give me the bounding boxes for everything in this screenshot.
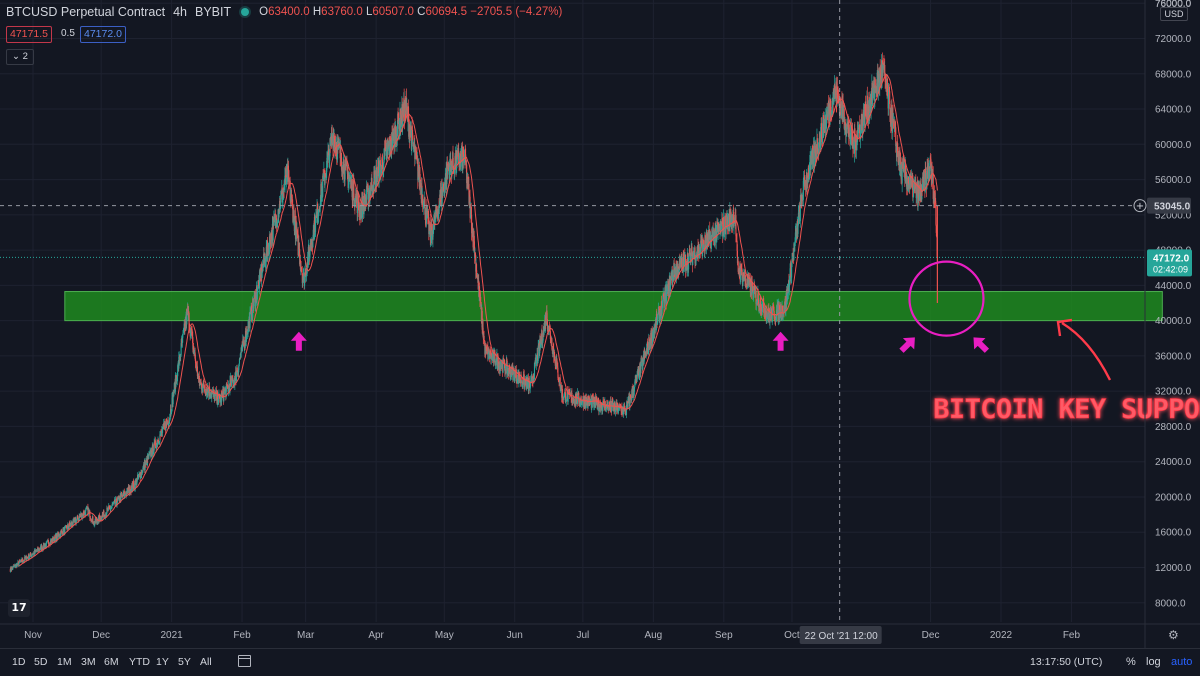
candle-body xyxy=(320,207,321,212)
price-tick-label: 72000.0 xyxy=(1155,34,1192,45)
crosshair-price-label: 53045.0 xyxy=(1154,202,1191,213)
candle-body xyxy=(884,65,885,73)
candle-body xyxy=(611,407,612,411)
time-tick-label: Sep xyxy=(715,630,733,641)
candle-body xyxy=(484,336,485,340)
price-tick-label: 20000.0 xyxy=(1155,492,1192,503)
support-bounce-arrow xyxy=(968,332,993,357)
candle-body xyxy=(173,393,174,396)
price-tick-label: 68000.0 xyxy=(1155,69,1192,80)
arrow-up-icon xyxy=(968,332,993,357)
time-tick-label: Feb xyxy=(1063,630,1081,641)
support-bounce-arrow xyxy=(291,332,307,351)
time-tick-label: 2021 xyxy=(160,630,183,641)
crosshair-time-label: 12:00 xyxy=(853,631,878,642)
time-tick-label: Mar xyxy=(297,630,315,641)
last-price-label: 47172.0 xyxy=(1153,253,1190,264)
candle-body xyxy=(162,429,163,432)
time-tick-label: Apr xyxy=(368,630,384,641)
price-tick-label: 44000.0 xyxy=(1155,281,1192,292)
candle-body xyxy=(201,382,202,383)
support-bounce-arrow xyxy=(773,332,789,351)
candle-body xyxy=(155,440,156,447)
time-tick-label: Aug xyxy=(644,630,662,641)
price-tick-label: 12000.0 xyxy=(1155,563,1192,574)
candle-body xyxy=(791,267,792,277)
candle-body xyxy=(304,276,305,286)
candle-body xyxy=(250,312,251,328)
candle-body xyxy=(182,333,183,334)
time-tick-label: Nov xyxy=(24,630,42,641)
crosshair-date-label: 22 Oct '21 xyxy=(805,631,851,642)
candle-body xyxy=(735,215,736,236)
price-tick-label: 16000.0 xyxy=(1155,528,1192,539)
candle-body xyxy=(488,354,489,359)
price-tick-label: 60000.0 xyxy=(1155,140,1192,151)
price-tick-label: 24000.0 xyxy=(1155,457,1192,468)
candle-body xyxy=(284,185,285,190)
price-tick-label: 64000.0 xyxy=(1155,105,1192,116)
time-tick-label: May xyxy=(435,630,454,641)
price-tick-label: 32000.0 xyxy=(1155,387,1192,398)
candle-body xyxy=(534,363,535,379)
support-bounce-arrow xyxy=(896,332,921,357)
price-tick-label: 28000.0 xyxy=(1155,422,1192,433)
time-tick-label: Dec xyxy=(92,630,110,641)
time-tick-label: Jun xyxy=(507,630,523,641)
candle-body xyxy=(670,285,671,291)
candle-body xyxy=(762,304,763,312)
candle-body xyxy=(809,170,810,179)
plus-glyph: + xyxy=(1136,201,1144,212)
time-tick-label: 2022 xyxy=(990,630,1013,641)
candle-body xyxy=(168,424,169,425)
arrow-up-icon xyxy=(291,332,307,351)
price-tick-label: 8000.0 xyxy=(1155,598,1186,609)
time-tick-label: Oct xyxy=(784,630,800,641)
support-zone xyxy=(65,292,1163,321)
annotation-arrow xyxy=(1062,323,1110,380)
countdown-label: 02:42:09 xyxy=(1153,264,1188,274)
axes-layer: 76000.072000.068000.064000.060000.056000… xyxy=(0,0,1200,648)
support-zone-layer xyxy=(65,292,1163,321)
time-tick-label: Feb xyxy=(233,630,251,641)
candle-body xyxy=(262,272,263,277)
candle-body xyxy=(312,240,313,246)
arrow-up-icon xyxy=(773,332,789,351)
price-tick-label: 40000.0 xyxy=(1155,316,1192,327)
time-tick-label: Dec xyxy=(922,630,940,641)
time-tick-label: Jul xyxy=(576,630,589,641)
arrow-up-icon xyxy=(896,332,921,357)
price-tick-label: 56000.0 xyxy=(1155,175,1192,186)
price-tick-label: 36000.0 xyxy=(1155,351,1192,362)
key-support-label: BITCOIN KEY SUPPORT xyxy=(933,394,1200,425)
